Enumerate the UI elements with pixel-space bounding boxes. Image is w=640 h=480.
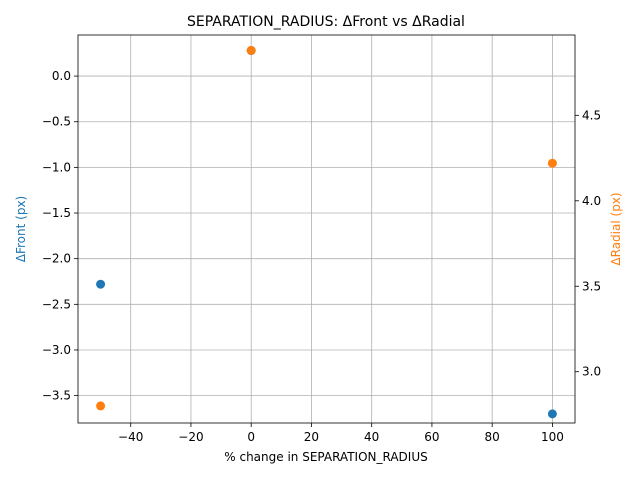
left-y-tick-label: −3.0 [42,343,71,357]
right-y-tick-label: 3.0 [582,365,601,379]
left-y-tick-label: −0.5 [42,115,71,129]
left-y-axis-label: ΔFront (px) [14,196,28,262]
plot-frame [77,34,576,424]
left-y-tick-label: 0.0 [52,69,71,83]
left-y-tick-label: −2.0 [42,252,71,266]
left-y-tick-label: −2.5 [42,297,71,311]
x-axis-ticks: −40 −20 0 20 40 60 80 100 [118,423,564,444]
front-point [547,409,557,419]
x-tick-label: 20 [304,430,319,444]
x-tick-label: −40 [118,430,143,444]
right-y-axis-label: ΔRadial (px) [609,192,623,265]
right-y-tick-label: 4.5 [582,108,601,122]
x-tick-label: 100 [541,430,564,444]
right-y-axis-ticks: 3.0 3.5 4.0 4.5 [575,108,601,379]
left-y-tick-label: −1.0 [42,160,71,174]
x-tick-label: 80 [485,430,500,444]
x-tick-label: −20 [178,430,203,444]
chart-title: SEPARATION_RADIUS: ΔFront vs ΔRadial [187,14,465,30]
grid [78,35,575,423]
x-tick-label: 0 [247,430,255,444]
data-points [96,45,557,419]
radial-point [96,401,106,411]
left-y-tick-label: −3.5 [42,389,71,403]
x-tick-label: 40 [364,430,379,444]
x-tick-label: 60 [424,430,439,444]
x-axis-label: % change in SEPARATION_RADIUS [224,450,427,464]
left-y-tick-label: −1.5 [42,206,71,220]
right-y-tick-label: 4.0 [582,194,601,208]
right-y-tick-label: 3.5 [582,279,601,293]
radial-point [547,158,557,168]
front-point [96,279,106,289]
left-y-axis-ticks: −3.5 −3.0 −2.5 −2.0 −1.5 −1.0 −0.5 0.0 [42,69,78,403]
radial-point [246,45,256,55]
